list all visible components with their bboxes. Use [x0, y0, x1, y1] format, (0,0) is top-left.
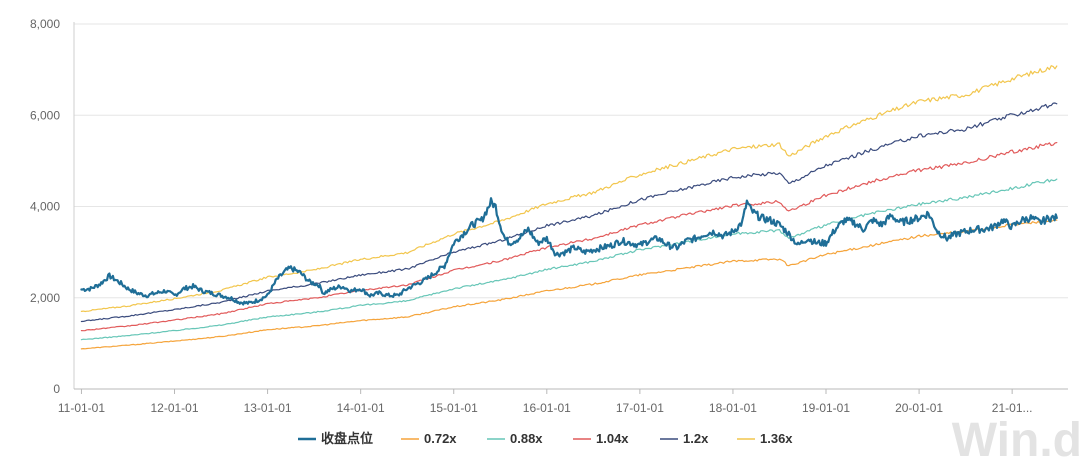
legend-label: 0.88x	[510, 431, 543, 446]
series-line-close	[80, 197, 1058, 306]
legend-label: 0.72x	[424, 431, 457, 446]
x-tick-label: 21-01...	[992, 401, 1033, 415]
series-layer	[80, 65, 1058, 350]
x-tick-label: 18-01-01	[709, 401, 757, 415]
x-tick-label: 19-01-01	[802, 401, 850, 415]
series-line-1_36x	[80, 65, 1058, 313]
series-line-1_2x	[80, 102, 1058, 323]
axis-layer: 0 2,000 4,000 6,000 8,000 11-01-01 12-01-01 13-…	[30, 17, 1068, 415]
y-tick-label: 8,000	[30, 17, 60, 31]
series-line-1_04x	[80, 142, 1058, 332]
legend-label: 1.2x	[683, 431, 709, 446]
x-tick-label: 13-01-01	[244, 401, 292, 415]
legend-label: 收盘点位	[321, 431, 373, 446]
y-tick-label: 0	[53, 382, 60, 396]
x-tick-label: 14-01-01	[337, 401, 385, 415]
grid-layer	[74, 23, 1068, 299]
x-tick-label: 20-01-01	[895, 401, 943, 415]
x-tick-label: 15-01-01	[430, 401, 478, 415]
series-line-0_88x	[80, 178, 1058, 341]
watermark-text: Win.d	[952, 414, 1080, 465]
x-tick-label: 17-01-01	[616, 401, 664, 415]
y-tick-label: 6,000	[30, 108, 60, 122]
x-tick-label: 12-01-01	[150, 401, 198, 415]
legend-label: 1.36x	[760, 431, 793, 446]
legend: 收盘点位 0.72x 0.88x 1.04x 1.2x 1.36x	[298, 431, 793, 446]
x-tick-label: 11-01-01	[58, 401, 105, 415]
y-tick-label: 2,000	[30, 291, 60, 305]
series-line-0_72x	[80, 218, 1058, 350]
legend-label: 1.04x	[596, 431, 629, 446]
x-tick-label: 16-01-01	[523, 401, 571, 415]
y-tick-label: 4,000	[30, 200, 60, 214]
